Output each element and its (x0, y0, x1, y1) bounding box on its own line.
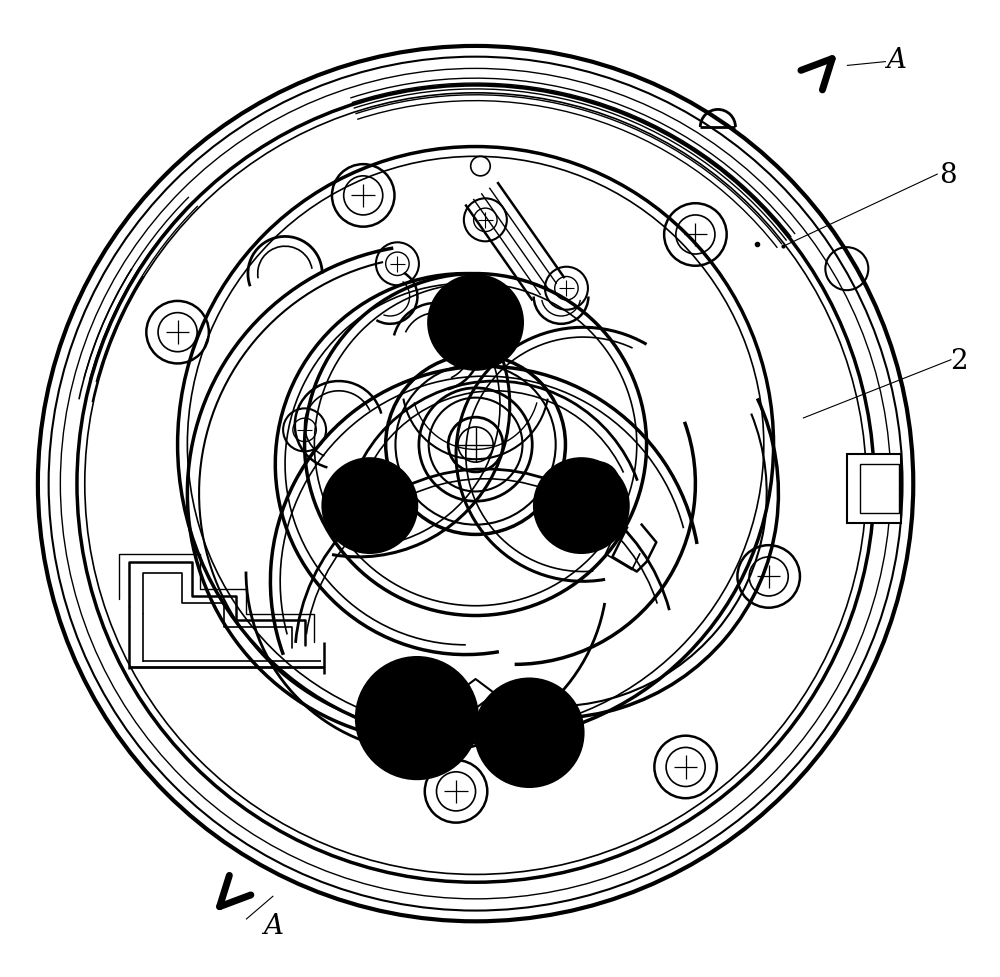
Text: 2: 2 (950, 348, 968, 375)
Circle shape (476, 679, 583, 786)
Text: 8: 8 (939, 162, 956, 190)
FancyBboxPatch shape (847, 454, 901, 523)
Text: A: A (886, 47, 906, 74)
Circle shape (356, 658, 478, 779)
Text: A: A (263, 913, 283, 940)
FancyBboxPatch shape (860, 464, 899, 513)
Circle shape (429, 276, 522, 369)
Circle shape (534, 459, 628, 553)
Circle shape (323, 459, 417, 552)
